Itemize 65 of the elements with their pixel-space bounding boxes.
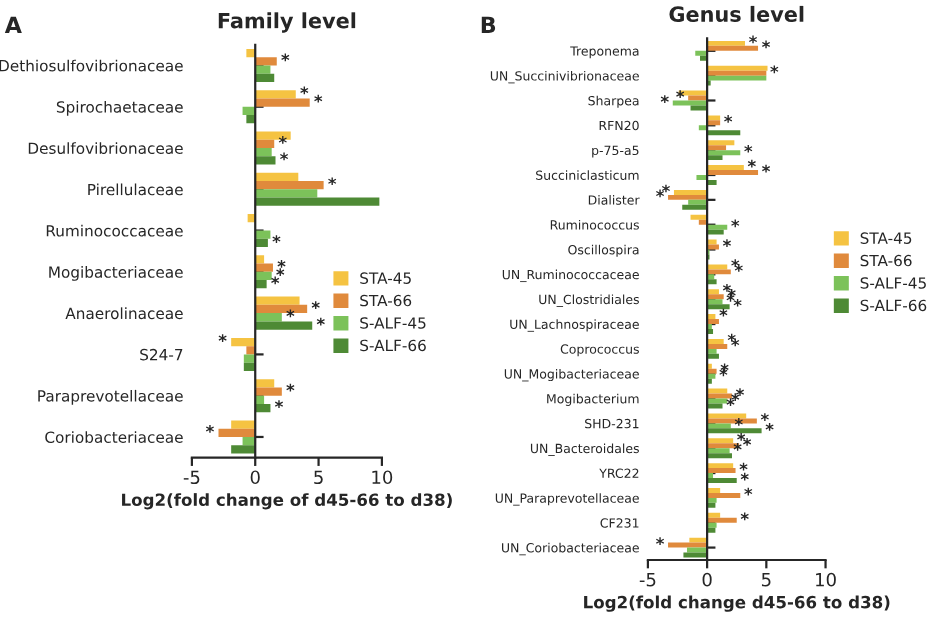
data-label: *: [760, 413, 769, 421]
data-label: *: [719, 368, 728, 377]
data-label: *: [271, 276, 280, 285]
data-label: *: [735, 388, 745, 397]
data-label: *: [276, 268, 285, 276]
data-label: *: [726, 398, 735, 406]
data-label: *: [731, 393, 740, 401]
data-label: *: [205, 425, 214, 433]
chart-title: Genus level: [669, 5, 804, 23]
data-label: *: [280, 152, 289, 161]
data-label: *: [656, 189, 665, 198]
data-label: *: [281, 53, 290, 62]
data-label: *: [733, 298, 742, 307]
data-label: *: [722, 283, 731, 292]
data-label: *: [740, 512, 749, 521]
data-label: *: [722, 239, 731, 248]
data-label: *: [731, 259, 740, 267]
x-tick-label: 5: [314, 470, 323, 485]
data-label: *: [328, 177, 337, 186]
data-label: *: [731, 338, 740, 347]
data-label: *: [727, 288, 736, 297]
data-label: *: [661, 184, 670, 193]
x-tick-label: 0: [250, 470, 260, 485]
data-label: *: [748, 35, 758, 44]
data-label: *: [676, 90, 685, 98]
data-label: *: [660, 95, 669, 103]
data-label: *: [734, 264, 743, 272]
data-label: *: [743, 437, 752, 446]
data-label: *: [762, 164, 771, 173]
x-tick-label: 5: [761, 573, 771, 587]
data-label: *: [762, 40, 771, 49]
x-tick-label: 0: [702, 572, 712, 587]
data-label: *: [656, 537, 665, 546]
data-label: *: [300, 86, 309, 95]
x-axis-title: Log2(fold change d45-66 to d38): [584, 595, 890, 612]
data-label: *: [770, 65, 779, 74]
data-label: *: [765, 423, 774, 431]
x-tick-label: 10: [816, 572, 836, 587]
data-label: *: [719, 308, 728, 317]
data-label: *: [272, 235, 281, 243]
data-label: *: [731, 219, 740, 228]
data-label: *: [314, 94, 323, 103]
data-label: *: [726, 293, 735, 302]
data-label: *: [277, 259, 286, 268]
text: B: [481, 16, 496, 33]
data-label: *: [747, 159, 756, 168]
data-label: *: [218, 334, 227, 342]
data-label: *: [316, 317, 325, 326]
x-axis-title: Log2(fold change of d45-66 to d38): [122, 493, 452, 510]
data-label: *: [727, 333, 736, 342]
data-label: *: [744, 144, 753, 153]
data-label: *: [724, 115, 733, 123]
data-label: *: [286, 383, 295, 392]
data-label: *: [737, 433, 746, 441]
x-tick-label: -5: [183, 470, 200, 485]
data-label: *: [720, 363, 729, 372]
data-label: *: [311, 301, 320, 309]
data-label: *: [744, 487, 753, 496]
data-label: *: [739, 462, 748, 471]
data-label: *: [274, 400, 284, 409]
text: A: [4, 16, 22, 33]
x-tick-label: 10: [372, 470, 393, 485]
x-tick-label: -5: [639, 573, 656, 587]
data-label: *: [740, 472, 749, 481]
chart-title: Family level: [218, 12, 356, 33]
